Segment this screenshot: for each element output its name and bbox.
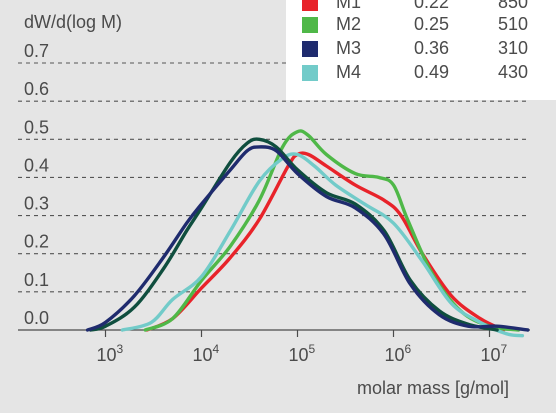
- x-tick-label-1: 104: [193, 342, 220, 365]
- legend-name-m1: M1: [336, 0, 362, 12]
- x-axis-label: molar mass [g/mol]: [357, 378, 510, 398]
- y-tick-label-1: 0.6: [24, 79, 49, 99]
- y-tick-label-0: 0.7: [24, 41, 49, 61]
- legend-row-m1: M1 0.22 850: [286, 0, 556, 16]
- legend-name-m3: M3: [336, 38, 362, 58]
- series-lines: [85, 129, 530, 338]
- y-tick-label-5: 0.2: [24, 232, 49, 252]
- legend-swatch-m2: [302, 17, 318, 33]
- series-line-m2: [143, 129, 521, 332]
- y-tick-label-7: 0.0: [24, 308, 49, 328]
- series-line-m4: [120, 152, 525, 338]
- series-line-unlabeled: [88, 137, 499, 332]
- series-line-m3: [85, 145, 530, 332]
- x-tick-marks: [104, 330, 491, 337]
- legend: M1 0.22 850 M2 0.25 510 M3 0.36 310 M4 0…: [286, 0, 556, 100]
- y-tick-label-3: 0.4: [24, 155, 49, 175]
- legend-row-m2: M2 0.25 510: [286, 14, 556, 38]
- legend-swatch-m1: [302, 0, 318, 11]
- legend-value-m4-a: 0.49: [414, 62, 450, 82]
- legend-value-m3-b: 310: [498, 38, 529, 58]
- legend-value-m1-b: 850: [498, 0, 529, 12]
- legend-swatch-m3: [302, 41, 318, 57]
- legend-swatch-m4: [302, 65, 318, 81]
- y-tick-label-4: 0.3: [24, 194, 49, 214]
- y-tick-label-6: 0.1: [24, 270, 49, 290]
- x-tick-label-0: 103: [97, 342, 124, 365]
- x-tick-label-4: 107: [481, 342, 508, 365]
- legend-name-m4: M4: [336, 62, 362, 82]
- series-line-m1: [145, 151, 506, 332]
- legend-value-m2-a: 0.25: [414, 14, 450, 34]
- legend-row-m3: M3 0.36 310: [286, 38, 556, 62]
- x-tick-label-3: 106: [385, 342, 412, 365]
- legend-value-m2-b: 510: [498, 14, 529, 34]
- x-tick-label-2: 105: [289, 342, 316, 365]
- grid-lines: [18, 62, 530, 331]
- y-tick-labels: 0.7 0.6 0.5 0.4 0.3 0.2 0.1 0.0: [24, 41, 49, 328]
- legend-name-m2: M2: [336, 14, 362, 34]
- legend-row-m4: M4 0.49 430: [286, 62, 556, 86]
- y-axis-label: dW/d(log M): [24, 12, 123, 32]
- legend-value-m1-a: 0.22: [414, 0, 450, 12]
- legend-value-m3-a: 0.36: [414, 38, 450, 58]
- legend-value-m4-b: 430: [498, 62, 529, 82]
- x-tick-labels: 103 104 105 106 107: [97, 342, 508, 365]
- y-tick-label-2: 0.5: [24, 117, 49, 137]
